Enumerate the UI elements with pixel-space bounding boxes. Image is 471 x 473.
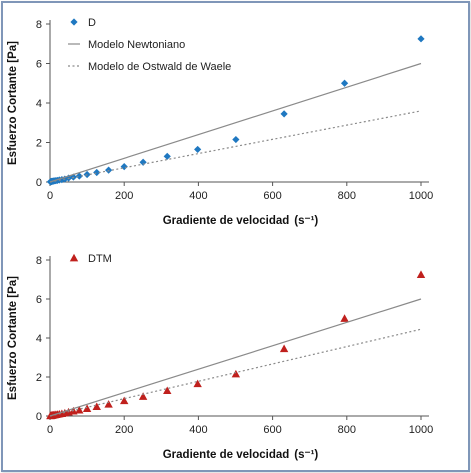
data-point bbox=[105, 166, 113, 174]
legend-label: D bbox=[88, 17, 96, 29]
y-tick-label: 0 bbox=[36, 411, 42, 423]
x-axis-title: Gradiente de velocidad (s⁻¹) bbox=[163, 215, 319, 227]
newtonian-model-line bbox=[49, 298, 422, 417]
x-tick-label: 1000 bbox=[409, 190, 433, 202]
data-point bbox=[340, 314, 349, 322]
x-tick-label: 600 bbox=[263, 190, 281, 202]
data-point bbox=[93, 168, 101, 177]
x-axis-title-unit: (s⁻¹) bbox=[294, 215, 318, 227]
y-axis-title: Esfuerzo Cortante [Pa] bbox=[7, 276, 19, 400]
y-tick-label: 4 bbox=[36, 333, 42, 345]
data-point bbox=[163, 386, 172, 395]
x-tick-label: 800 bbox=[338, 190, 356, 202]
x-axis-title-text: Gradiente de velocidad bbox=[163, 215, 290, 227]
data-point bbox=[138, 392, 148, 400]
data-point bbox=[139, 158, 147, 166]
legend-label: Modelo Newtoniano bbox=[88, 39, 185, 51]
x-tick-label: 400 bbox=[189, 190, 207, 202]
y-tick-label: 4 bbox=[36, 98, 42, 110]
y-tick-label: 2 bbox=[36, 372, 42, 384]
legend-label: Modelo de Ostwald de Waele bbox=[88, 61, 231, 73]
x-tick-label: 1000 bbox=[409, 424, 433, 436]
x-tick-label: 200 bbox=[115, 424, 133, 436]
x-tick-label: 400 bbox=[189, 424, 207, 436]
y-tick-label: 2 bbox=[36, 138, 42, 150]
data-point bbox=[120, 396, 129, 405]
x-tick-label: 600 bbox=[263, 424, 281, 436]
y-tick-label: 8 bbox=[36, 19, 42, 31]
data-point bbox=[417, 35, 425, 43]
y-tick-label: 6 bbox=[36, 294, 42, 306]
x-tick-label: 0 bbox=[47, 424, 53, 436]
data-point bbox=[120, 162, 128, 171]
legend-marker-swatch bbox=[70, 18, 78, 26]
x-axis-title-text: Gradiente de velocidad bbox=[163, 449, 290, 461]
y-tick-label: 0 bbox=[36, 177, 42, 189]
legend-marker-swatch bbox=[69, 253, 79, 262]
data-point bbox=[194, 145, 202, 154]
x-axis-title: Gradiente de velocidad (s⁻¹) bbox=[163, 449, 319, 461]
data-point bbox=[340, 79, 349, 87]
ostwald-model-line bbox=[49, 328, 422, 417]
chart-1: 0 2 4 6 8 0 200 400 600 800 1000 Gradiente de veloc… bbox=[7, 17, 433, 227]
data-point bbox=[82, 404, 92, 412]
ostwald-model-line bbox=[49, 110, 422, 183]
data-point bbox=[75, 172, 83, 180]
newtonian-model-line bbox=[49, 62, 422, 183]
data-point bbox=[104, 400, 113, 408]
data-point bbox=[232, 135, 240, 144]
x-axis-title-unit: (s⁻¹) bbox=[294, 449, 318, 461]
data-point bbox=[280, 110, 288, 118]
y-axis-title: Esfuerzo Cortante [Pa] bbox=[7, 41, 19, 165]
data-point bbox=[279, 344, 289, 353]
data-point bbox=[75, 405, 84, 414]
x-tick-label: 200 bbox=[115, 190, 133, 202]
chart-2: 0 2 4 6 8 0 200 400 600 800 1000 Gradiente de veloc… bbox=[7, 253, 433, 461]
data-point bbox=[193, 379, 202, 388]
data-point bbox=[231, 369, 241, 378]
legend-label: DTM bbox=[88, 253, 112, 265]
data-point bbox=[416, 270, 426, 278]
y-tick-label: 8 bbox=[36, 255, 42, 267]
data-point bbox=[163, 152, 171, 160]
y-tick-label: 6 bbox=[36, 59, 42, 71]
x-tick-label: 0 bbox=[47, 190, 53, 202]
x-tick-label: 800 bbox=[338, 424, 356, 436]
data-point bbox=[92, 402, 101, 410]
